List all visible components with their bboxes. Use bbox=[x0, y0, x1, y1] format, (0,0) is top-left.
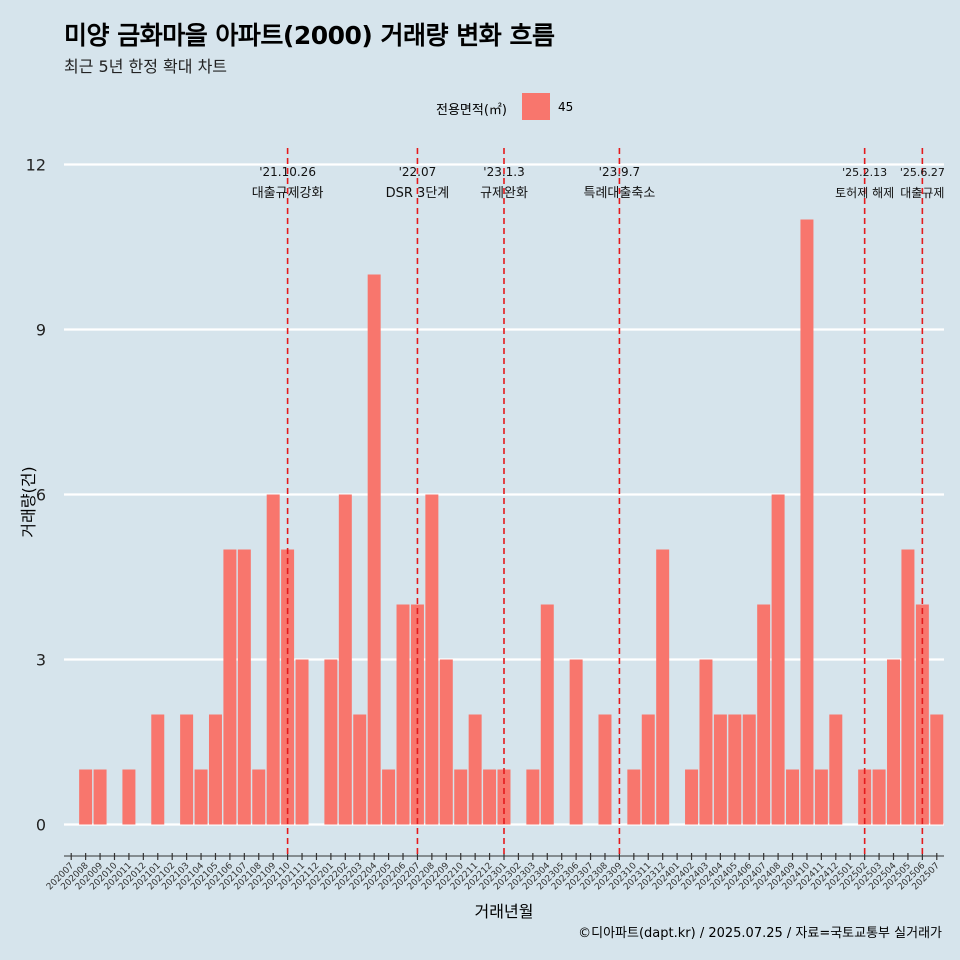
bar bbox=[887, 659, 900, 825]
y-tick-label: 12 bbox=[26, 156, 46, 175]
bar bbox=[656, 549, 670, 825]
event-text-label: 특례대출축소 bbox=[584, 186, 656, 201]
bar bbox=[208, 714, 222, 825]
event-text-label: 규제완화 bbox=[480, 186, 528, 201]
bar bbox=[800, 219, 814, 825]
bar bbox=[598, 714, 612, 825]
bar bbox=[497, 769, 511, 825]
bar bbox=[194, 769, 208, 825]
event-text-label: 대출규제강화 bbox=[252, 186, 324, 201]
bar bbox=[713, 714, 727, 825]
event-date-label: '25.6.27 bbox=[900, 166, 945, 179]
bar bbox=[872, 769, 886, 825]
y-tick-label: 6 bbox=[36, 486, 46, 505]
bar bbox=[930, 714, 944, 825]
event-text-label: DSR 3단계 bbox=[386, 186, 450, 201]
bar bbox=[540, 604, 554, 825]
bar bbox=[122, 769, 136, 825]
legend-swatch bbox=[522, 93, 550, 120]
bar bbox=[223, 549, 237, 825]
bar bbox=[353, 714, 367, 825]
event-date-label: '22.07 bbox=[399, 165, 437, 179]
bar bbox=[858, 769, 872, 825]
legend-title: 전용면적(㎡) bbox=[436, 103, 507, 118]
bar bbox=[295, 659, 309, 825]
y-tick-label: 9 bbox=[36, 321, 46, 340]
bar bbox=[757, 604, 771, 825]
bar bbox=[324, 659, 338, 825]
bar bbox=[252, 769, 266, 825]
caption: ©디아파트(dapt.kr) / 2025.07.25 / 자료=국토교통부 실… bbox=[578, 926, 942, 941]
bar bbox=[901, 549, 915, 825]
bar bbox=[526, 769, 540, 825]
bar bbox=[237, 549, 251, 825]
bar bbox=[93, 769, 107, 825]
bar bbox=[382, 769, 396, 825]
y-tick-label: 0 bbox=[36, 816, 46, 835]
event-date-label: '23.9.7 bbox=[599, 165, 640, 179]
bar bbox=[829, 714, 843, 825]
y-axis-title: 거래량(건) bbox=[19, 466, 38, 538]
event-date-label: '23.1.3 bbox=[483, 165, 524, 179]
bar bbox=[454, 769, 468, 825]
bar bbox=[151, 714, 165, 825]
bar bbox=[180, 714, 194, 825]
bar bbox=[915, 604, 929, 825]
bar bbox=[367, 274, 381, 825]
bar bbox=[641, 714, 655, 825]
event-date-label: '21.10.26 bbox=[259, 165, 316, 179]
event-text-label: 대출규제 bbox=[900, 186, 944, 200]
bar bbox=[786, 769, 800, 825]
legend-label: 45 bbox=[558, 100, 574, 114]
bar bbox=[771, 494, 785, 825]
bar bbox=[79, 769, 93, 825]
bar bbox=[468, 714, 482, 825]
bar bbox=[627, 769, 641, 825]
bar bbox=[281, 549, 295, 825]
bar bbox=[728, 714, 742, 825]
bar bbox=[685, 769, 699, 825]
bar bbox=[338, 494, 352, 825]
x-axis-title: 거래년월 bbox=[474, 902, 534, 921]
bar bbox=[439, 659, 453, 825]
legend: 전용면적(㎡) 45 bbox=[0, 93, 960, 121]
bar bbox=[410, 604, 424, 825]
bar bbox=[396, 604, 410, 825]
event-date-label: '25.2.13 bbox=[842, 166, 887, 179]
bar bbox=[814, 769, 828, 825]
bar bbox=[483, 769, 497, 825]
event-text-label: 토허제 해제 bbox=[835, 186, 894, 200]
y-tick-label: 3 bbox=[36, 651, 46, 670]
bar bbox=[425, 494, 439, 825]
chart-title: 미양 금화마을 아파트(2000) 거래량 변화 흐름 bbox=[64, 21, 555, 50]
bar bbox=[699, 659, 713, 825]
bar bbox=[742, 714, 756, 825]
bar bbox=[266, 494, 280, 825]
bar bbox=[569, 659, 583, 825]
chart-subtitle: 최근 5년 한정 확대 차트 bbox=[64, 57, 228, 76]
